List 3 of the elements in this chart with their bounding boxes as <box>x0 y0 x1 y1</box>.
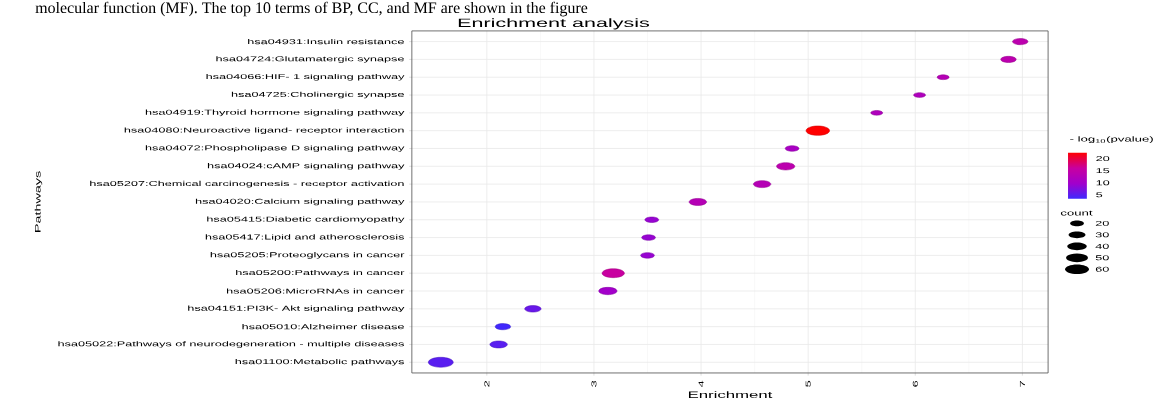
x-axis-title: Enrichment <box>688 390 773 398</box>
text: molecular function (MF). The top 10 terms of BP, CC, and MF are shown in the figure <box>35 1 588 17</box>
chart-title: Enrichment analysis <box>458 18 650 30</box>
